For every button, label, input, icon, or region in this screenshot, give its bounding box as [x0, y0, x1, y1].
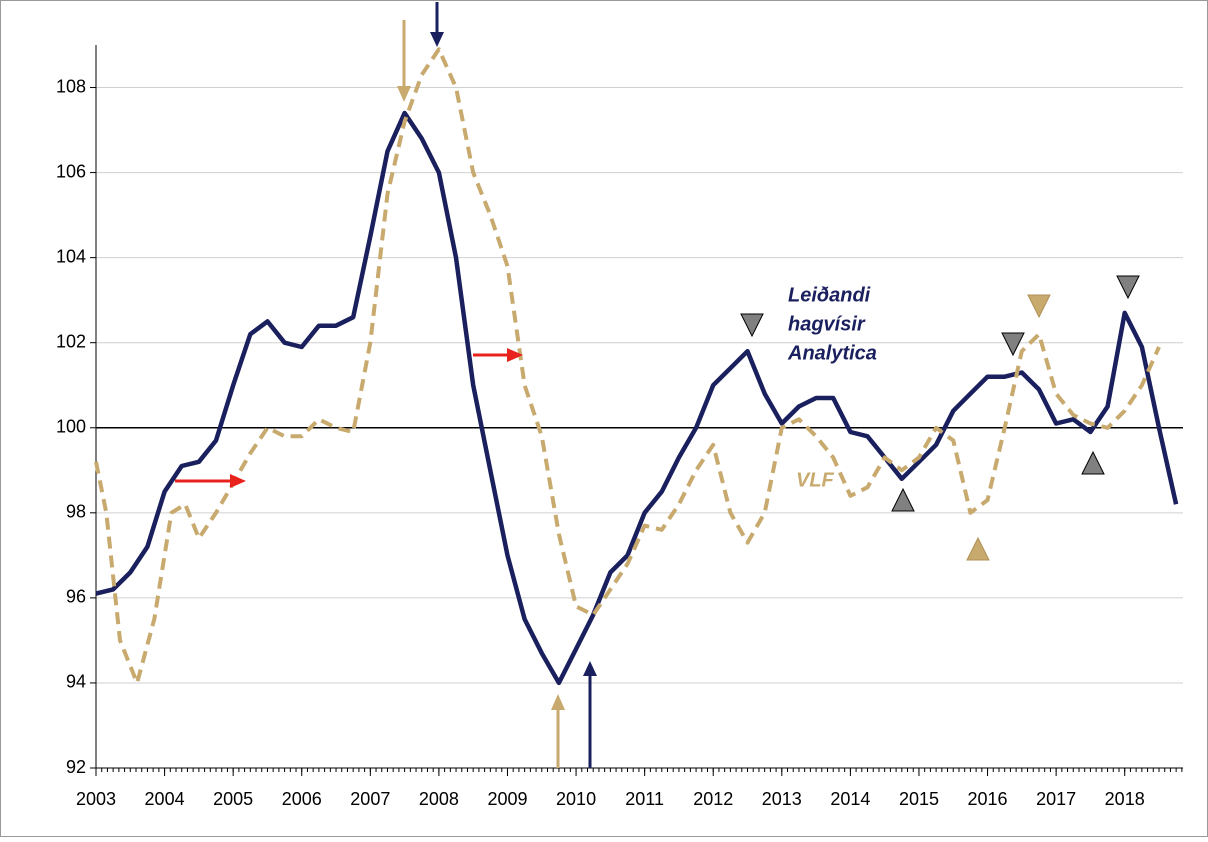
x-tick-label: 2018 — [1105, 789, 1145, 809]
arrow-head — [551, 694, 565, 710]
arrow-head — [430, 32, 444, 47]
y-tick-label: 98 — [66, 502, 86, 522]
y-tick-label: 108 — [56, 76, 86, 96]
trough-marker — [891, 487, 915, 512]
annotations — [175, 2, 1140, 768]
x-tick-label: 2007 — [350, 789, 390, 809]
y-tick-label: 92 — [66, 757, 86, 777]
arrow-head — [583, 661, 597, 676]
x-tick-label: 2003 — [76, 789, 116, 809]
x-tick-label: 2008 — [419, 789, 459, 809]
y-tick-label: 102 — [56, 331, 86, 351]
peak-marker — [1027, 294, 1051, 319]
y-tick-label: 106 — [56, 161, 86, 181]
y-tick-label: 100 — [56, 417, 86, 437]
series-label: VLF — [796, 469, 835, 491]
series-line — [94, 47, 1161, 685]
x-tick-label: 2017 — [1036, 789, 1076, 809]
trough-marker — [966, 536, 990, 561]
series-label: Leiðandi — [788, 284, 871, 306]
x-tick-label: 2014 — [830, 789, 870, 809]
x-tick-label: 2006 — [282, 789, 322, 809]
y-tick-label: 96 — [66, 587, 86, 607]
peak-marker — [1116, 275, 1140, 300]
x-tick-label: 2005 — [213, 789, 253, 809]
labels: 92 94 96 98 100 102 104 106 108 2003 2004 2005 2006 2… — [56, 76, 1145, 808]
series-label: hagvísir — [788, 313, 866, 335]
arrow-head — [397, 86, 411, 102]
trough-marker — [1081, 450, 1105, 475]
peak-marker — [740, 313, 764, 338]
y-tick-label: 94 — [66, 672, 86, 692]
x-tick-label: 2009 — [487, 789, 527, 809]
x-tick-label: 2015 — [899, 789, 939, 809]
series-line — [95, 110, 1179, 686]
lines — [94, 47, 1179, 686]
y-tick-label: 104 — [56, 246, 86, 266]
series-label: Analytica — [787, 342, 877, 364]
x-tick-label: 2012 — [693, 789, 733, 809]
peak-marker — [1001, 332, 1025, 357]
x-tick-label: 2010 — [556, 789, 596, 809]
x-tick-label: 2004 — [145, 789, 185, 809]
arrow-head — [507, 348, 523, 362]
grid — [90, 45, 1183, 776]
x-tick-label: 2013 — [762, 789, 802, 809]
x-tick-label: 2011 — [625, 789, 664, 809]
x-tick-label: 2016 — [968, 789, 1008, 809]
arrow-head — [230, 474, 246, 488]
